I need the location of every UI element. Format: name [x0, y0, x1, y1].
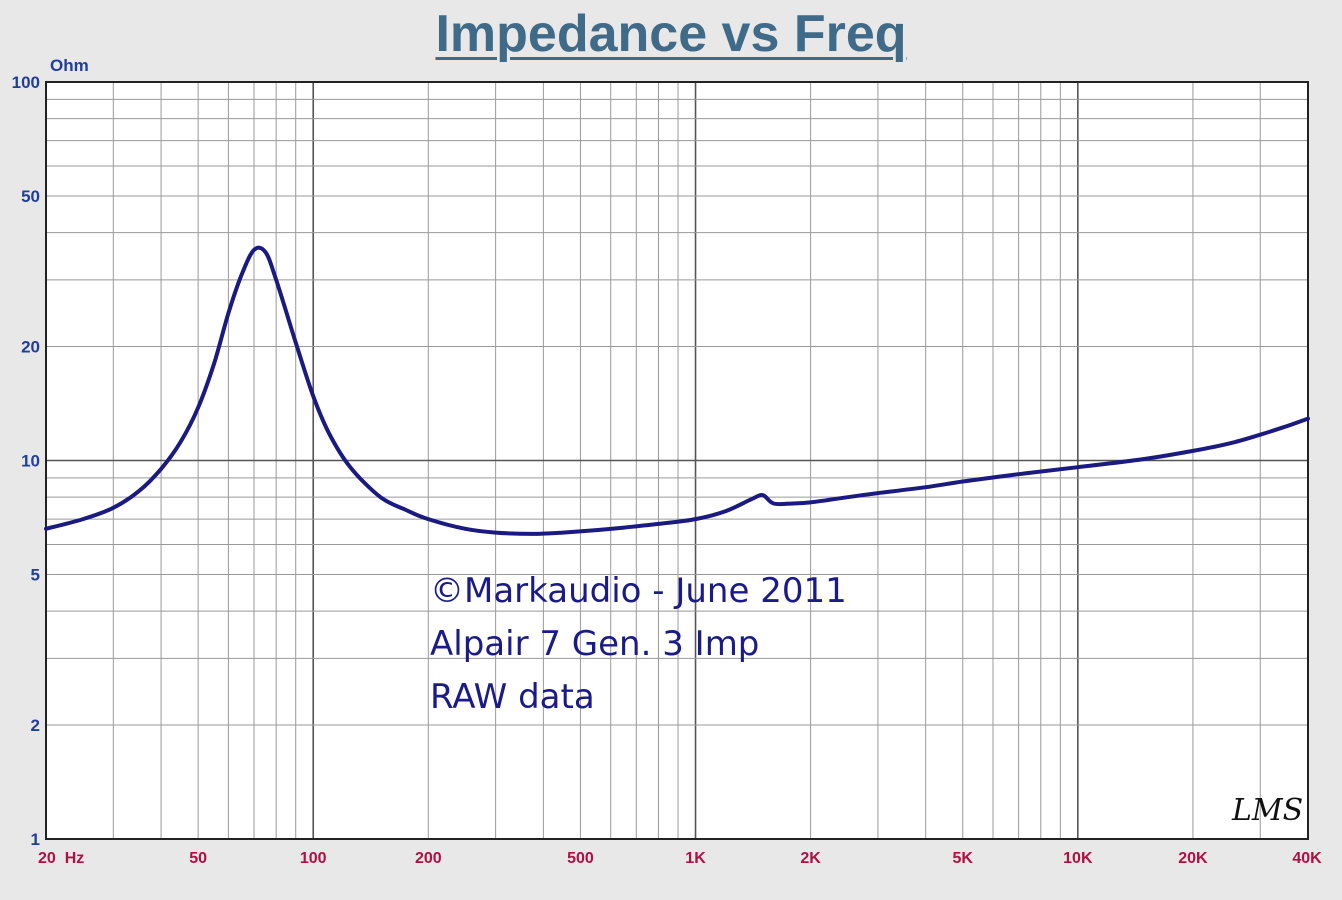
y-tick-label: 100 — [12, 73, 40, 92]
y-tick-label: 50 — [21, 187, 40, 206]
x-tick-label: 50 — [189, 850, 207, 867]
x-tick-label: 5K — [953, 850, 974, 867]
x-tick-labels: 20 Hz 50 100 200 500 1K 2K 5K 10K 20K 40K — [38, 850, 1322, 867]
x-tick-label: 2K — [800, 850, 821, 867]
x-tick-label: 10K — [1063, 850, 1093, 867]
y-tick-label: 10 — [21, 452, 40, 471]
chart-title-text: Impedance vs Freq — [435, 5, 907, 63]
x-tick-label: 40K — [1292, 850, 1322, 867]
plot-border — [45, 81, 1309, 840]
x-tick-label: 1K — [685, 850, 706, 867]
y-tick-label: 2 — [31, 716, 40, 735]
annotation-model: Alpair 7 Gen. 3 Imp — [430, 624, 759, 664]
y-tick-label: 20 — [21, 338, 40, 357]
x-tick-label: 500 — [567, 850, 594, 867]
y-axis-unit-label: Ohm — [50, 56, 89, 75]
annotation-copyright: ©Markaudio - June 2011 — [430, 571, 847, 611]
x-tick-label: 200 — [415, 850, 442, 867]
lms-signature: LMS — [1231, 793, 1303, 828]
grid-lines — [46, 82, 1308, 839]
annotation-raw-data: RAW data — [430, 677, 595, 717]
x-tick-label: 20K — [1178, 850, 1208, 867]
y-tick-label: 5 — [31, 565, 40, 584]
x-tick-label: 20 Hz — [38, 850, 84, 867]
y-tick-label: 1 — [31, 830, 40, 849]
chart-title: Impedance vs Freq — [0, 4, 1342, 64]
x-tick-label: 100 — [300, 850, 327, 867]
impedance-curve — [44, 245, 1310, 536]
y-tick-labels: 100 50 20 10 5 2 1 — [12, 73, 40, 849]
